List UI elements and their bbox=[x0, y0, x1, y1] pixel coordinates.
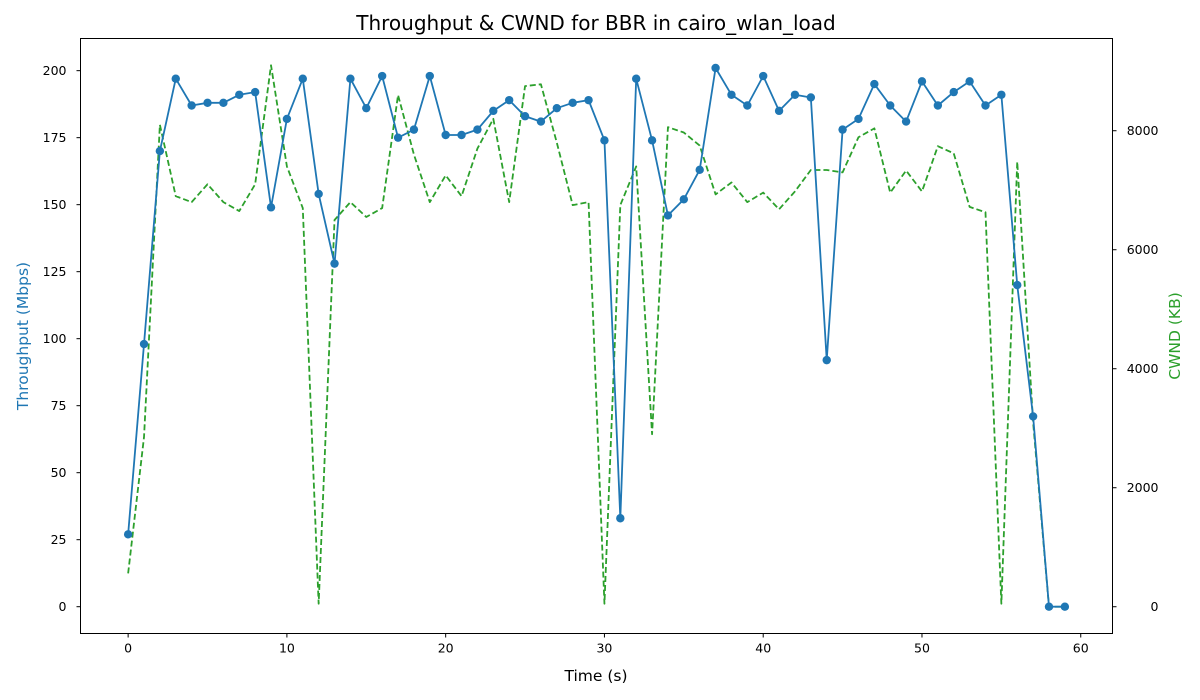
throughput-point bbox=[536, 117, 546, 126]
throughput-point bbox=[886, 101, 895, 110]
throughput-point bbox=[187, 101, 196, 110]
throughput-point bbox=[901, 117, 911, 126]
x-tick-label: 50 bbox=[914, 641, 930, 656]
throughput-point bbox=[695, 165, 704, 175]
throughput-point bbox=[870, 79, 879, 89]
throughput-point bbox=[854, 114, 863, 124]
throughput-point bbox=[743, 101, 752, 110]
y-left-axis-label: Throughput (Mbps) bbox=[14, 262, 32, 411]
throughput-point bbox=[1013, 280, 1022, 290]
throughput-point bbox=[838, 125, 847, 134]
throughput-point bbox=[314, 189, 323, 199]
y-left-tick-label: 175 bbox=[43, 130, 67, 145]
y-left-tick-label: 75 bbox=[51, 398, 67, 413]
x-tick-label: 30 bbox=[596, 641, 612, 656]
throughput-point bbox=[377, 71, 387, 81]
throughput-point bbox=[552, 103, 562, 113]
y-left-axis: 0 25 50 75 100 125 150 175 200 bbox=[43, 63, 81, 614]
throughput-point bbox=[219, 98, 228, 108]
throughput-point bbox=[282, 114, 292, 124]
y-right-tick-label: 8000 bbox=[1127, 123, 1159, 138]
throughput-point bbox=[1044, 602, 1054, 611]
throughput-point bbox=[584, 95, 593, 105]
throughput-series-line bbox=[127, 67, 1065, 608]
throughput-point bbox=[997, 90, 1006, 99]
throughput-point bbox=[298, 74, 307, 83]
y-right-axis: 0 2000 4000 6000 8000 bbox=[1112, 123, 1159, 614]
throughput-point bbox=[981, 101, 990, 110]
x-tick-label: 0 bbox=[124, 641, 132, 656]
throughput-point bbox=[203, 98, 212, 108]
throughput-point bbox=[727, 90, 736, 99]
throughput-point bbox=[266, 203, 276, 212]
throughput-point bbox=[235, 90, 244, 99]
y-left-tick-label: 150 bbox=[43, 197, 67, 212]
x-tick-label: 10 bbox=[279, 641, 295, 656]
throughput-point bbox=[425, 71, 434, 81]
throughput-point bbox=[647, 136, 657, 145]
throughput-point bbox=[393, 133, 403, 142]
throughput-point bbox=[441, 130, 450, 140]
throughput-point bbox=[917, 77, 927, 86]
chart-title: Throughput & CWND for BBR in cairo_wlan_… bbox=[355, 11, 836, 35]
throughput-point bbox=[631, 74, 641, 83]
throughput-point bbox=[822, 355, 831, 365]
y-left-tick-label: 0 bbox=[59, 599, 67, 614]
throughput-point bbox=[600, 136, 609, 145]
throughput-point bbox=[250, 87, 260, 97]
throughput-point bbox=[663, 211, 673, 220]
x-axis-label: Time (s) bbox=[563, 667, 627, 685]
throughput-point bbox=[949, 87, 958, 97]
x-tick-label: 20 bbox=[438, 641, 454, 656]
x-axis: 0 10 20 30 40 50 60 bbox=[124, 633, 1089, 656]
throughput-point bbox=[568, 98, 577, 108]
throughput-point bbox=[346, 74, 355, 83]
throughput-point bbox=[711, 63, 720, 73]
y-right-tick-label: 4000 bbox=[1127, 361, 1159, 376]
axes-frame bbox=[80, 38, 1113, 634]
y-left-tick-label: 200 bbox=[43, 63, 67, 78]
throughput-point bbox=[457, 130, 466, 140]
y-left-tick-label: 125 bbox=[43, 264, 67, 279]
throughput-point bbox=[933, 101, 943, 110]
throughput-point bbox=[139, 339, 149, 349]
throughput-point bbox=[473, 125, 482, 134]
throughput-point bbox=[489, 106, 498, 116]
throughput-point bbox=[362, 103, 371, 113]
throughput-point bbox=[409, 125, 419, 134]
y-right-tick-label: 2000 bbox=[1127, 480, 1159, 495]
throughput-point bbox=[790, 90, 800, 99]
x-tick-label: 40 bbox=[755, 641, 771, 656]
y-left-tick-label: 25 bbox=[51, 532, 67, 547]
y-left-tick-label: 50 bbox=[51, 465, 67, 480]
throughput-point bbox=[806, 93, 816, 102]
cwnd-series-line bbox=[127, 64, 1065, 608]
y-left-tick-label: 100 bbox=[43, 331, 67, 346]
throughput-point bbox=[774, 106, 784, 116]
throughput-point bbox=[1028, 412, 1038, 421]
throughput-point bbox=[616, 514, 625, 523]
throughput-point bbox=[330, 259, 339, 268]
throughput-point bbox=[759, 71, 768, 81]
y-right-axis-label: CWND (KB) bbox=[1166, 292, 1184, 380]
throughput-point bbox=[1060, 602, 1070, 611]
y-right-tick-label: 0 bbox=[1151, 599, 1159, 614]
plot-area bbox=[123, 63, 1070, 611]
throughput-point bbox=[504, 95, 514, 105]
throughput-point bbox=[155, 146, 165, 156]
throughput-point bbox=[123, 530, 133, 539]
throughput-point bbox=[520, 112, 530, 121]
throughput-point bbox=[679, 195, 689, 204]
throughput-point bbox=[965, 77, 974, 86]
x-tick-label: 60 bbox=[1073, 641, 1089, 656]
y-right-tick-label: 6000 bbox=[1127, 242, 1159, 257]
throughput-point bbox=[171, 74, 180, 83]
